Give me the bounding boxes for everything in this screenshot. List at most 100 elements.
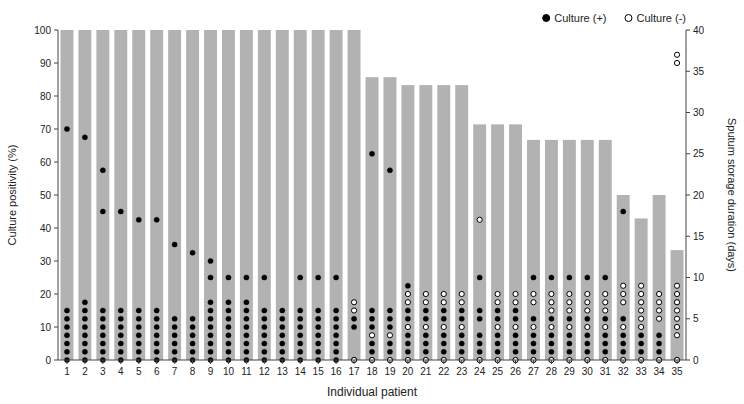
point — [244, 333, 249, 338]
point — [459, 316, 464, 321]
point — [549, 275, 554, 280]
point — [334, 316, 339, 321]
point — [369, 308, 374, 313]
point-open — [674, 60, 679, 65]
point-open — [513, 324, 518, 329]
x-tick-label: 21 — [420, 366, 432, 377]
point — [585, 275, 590, 280]
point-open — [656, 300, 661, 305]
y-tick-label: 0 — [45, 355, 51, 366]
point — [208, 341, 213, 346]
point-open — [351, 308, 356, 313]
x-tick — [138, 360, 139, 364]
point — [100, 333, 105, 338]
point-open — [423, 291, 428, 296]
point-open — [495, 291, 500, 296]
point — [226, 333, 231, 338]
x-tick — [533, 360, 534, 364]
point-open — [656, 308, 661, 313]
point — [459, 341, 464, 346]
x-tick — [192, 360, 193, 364]
point — [118, 349, 123, 354]
point — [495, 316, 500, 321]
x-tick-label: 8 — [190, 366, 196, 377]
y2-tick — [686, 153, 690, 154]
x-tick-label: 20 — [402, 366, 414, 377]
y-tick — [54, 162, 58, 163]
bar — [312, 30, 325, 360]
point — [298, 333, 303, 338]
point — [334, 324, 339, 329]
point — [100, 316, 105, 321]
point — [280, 333, 285, 338]
x-tick — [479, 360, 480, 364]
bar — [204, 30, 217, 360]
point — [82, 333, 87, 338]
point-open — [674, 308, 679, 313]
point — [495, 349, 500, 354]
point — [567, 316, 572, 321]
x-tick — [497, 360, 498, 364]
x-tick-label: 11 — [241, 366, 252, 377]
point — [190, 333, 195, 338]
point — [154, 324, 159, 329]
x-tick-label: 5 — [136, 366, 142, 377]
point — [585, 349, 590, 354]
point — [154, 341, 159, 346]
point — [154, 316, 159, 321]
bar — [150, 30, 163, 360]
y-tick — [54, 360, 58, 361]
point — [100, 324, 105, 329]
point — [82, 324, 87, 329]
y2-tick-label: 25 — [693, 148, 705, 159]
point — [495, 341, 500, 346]
x-tick — [677, 360, 678, 364]
y-tick-label: 100 — [34, 25, 51, 36]
point — [567, 275, 572, 280]
point — [477, 275, 482, 280]
point — [208, 300, 213, 305]
point — [244, 324, 249, 329]
point — [100, 168, 105, 173]
point — [567, 333, 572, 338]
point — [244, 341, 249, 346]
point-open — [567, 308, 572, 313]
point — [64, 349, 69, 354]
y-tick-label: 50 — [40, 190, 52, 201]
x-tick-label: 33 — [636, 366, 648, 377]
point — [262, 316, 267, 321]
bar — [437, 85, 450, 360]
point — [549, 349, 554, 354]
bar — [78, 30, 91, 360]
point — [262, 308, 267, 313]
point — [262, 341, 267, 346]
point — [477, 341, 482, 346]
y-tick-label: 10 — [40, 322, 52, 333]
x-tick — [84, 360, 85, 364]
x-tick — [246, 360, 247, 364]
point-open — [674, 291, 679, 296]
y-tick-label: 70 — [40, 124, 52, 135]
point-open — [369, 333, 374, 338]
chart: 1234567891011121314151617181920212223242… — [0, 0, 744, 404]
y-axis-label: Culture positivity (%) — [6, 145, 18, 246]
point-open — [567, 291, 572, 296]
x-tick-label: 25 — [492, 366, 504, 377]
x-tick-label: 1 — [64, 366, 70, 377]
point-open — [567, 300, 572, 305]
bar — [186, 30, 199, 360]
x-tick — [156, 360, 157, 364]
y2-tick — [686, 112, 690, 113]
bar — [671, 250, 684, 360]
point — [118, 308, 123, 313]
point — [567, 349, 572, 354]
point — [136, 324, 141, 329]
y2-tick — [686, 195, 690, 196]
x-tick-label: 18 — [366, 366, 378, 377]
y2-tick-label: 5 — [693, 313, 699, 324]
point — [495, 308, 500, 313]
point-open — [674, 324, 679, 329]
y-tick-label: 20 — [40, 289, 52, 300]
point — [423, 349, 428, 354]
point — [172, 341, 177, 346]
